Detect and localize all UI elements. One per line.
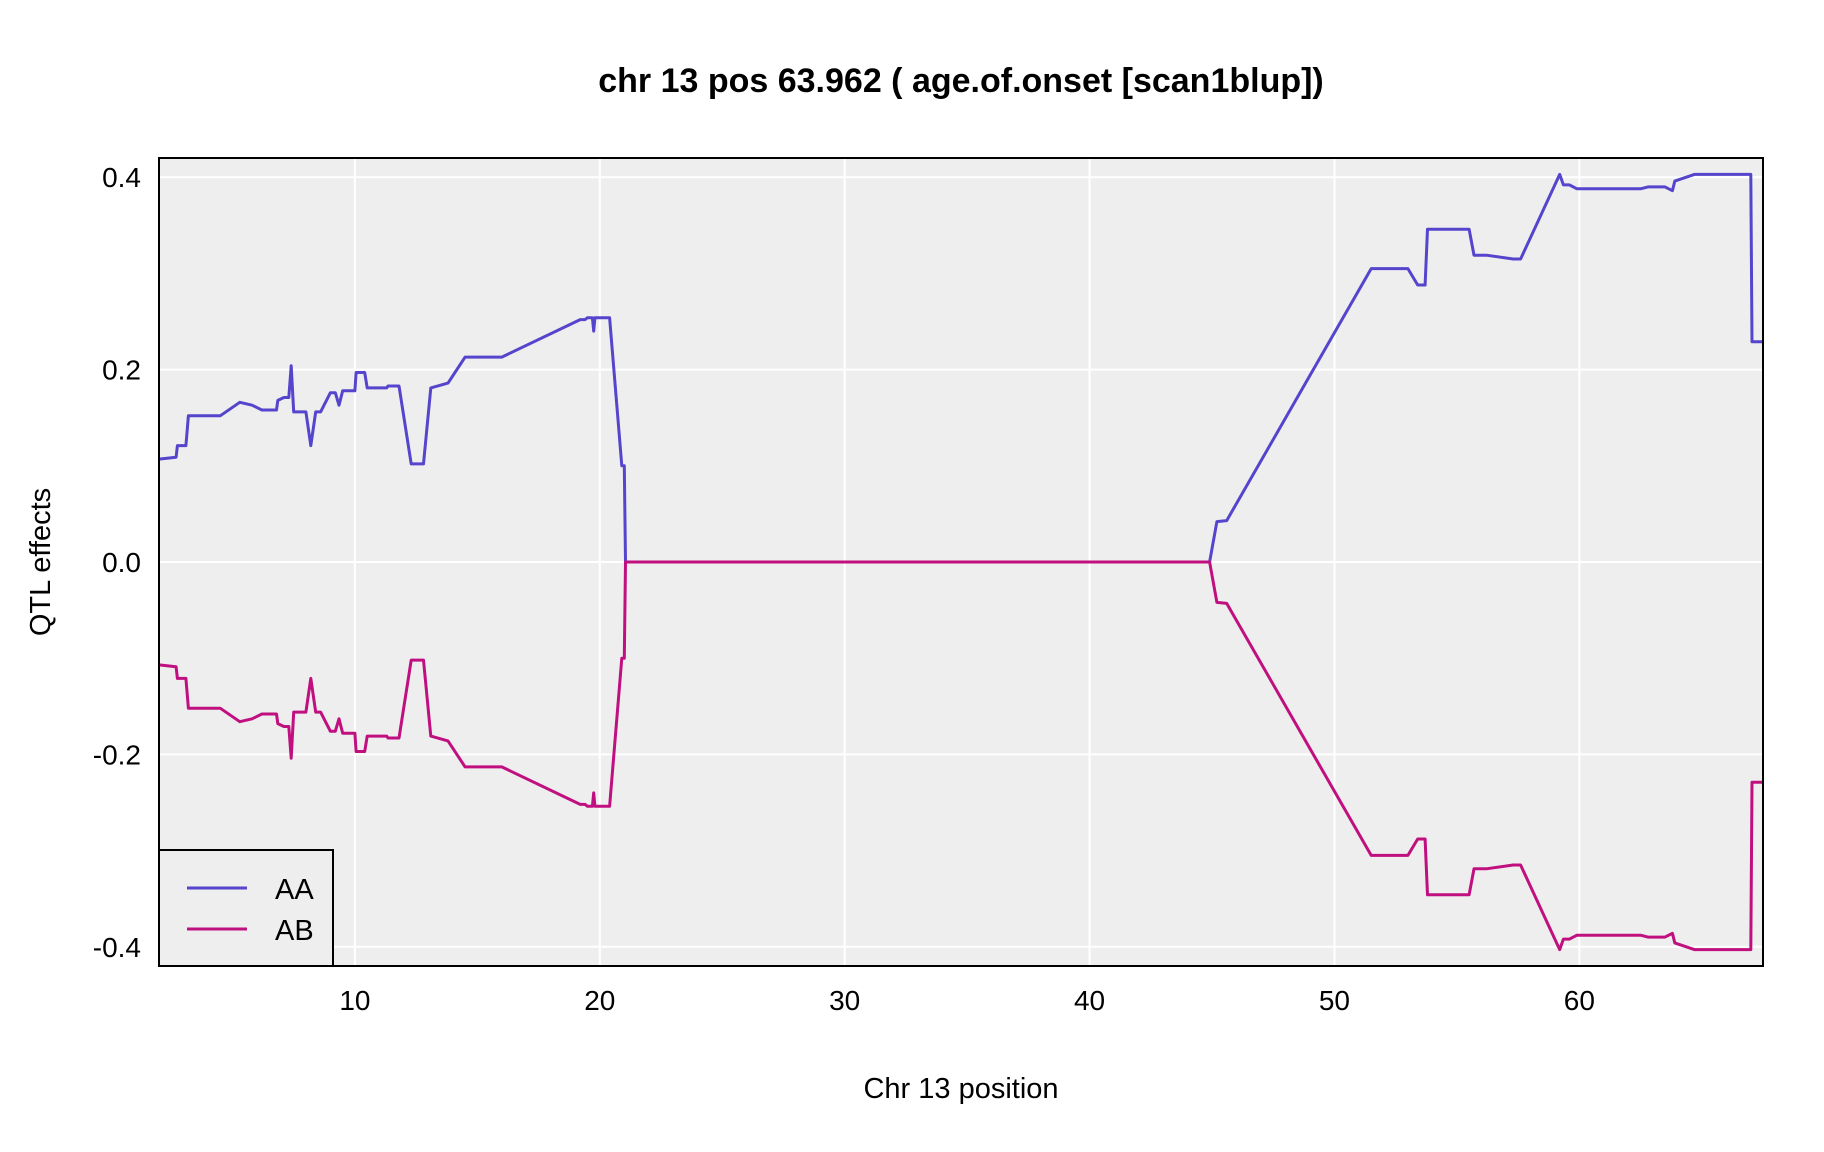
x-tick-label: 30 [829, 985, 860, 1016]
y-tick-label: -0.4 [93, 932, 141, 963]
legend-label-aa: AA [275, 874, 314, 906]
x-tick-label: 20 [584, 985, 615, 1016]
y-tick-label: 0.2 [102, 355, 141, 386]
x-tick-label: 40 [1074, 985, 1105, 1016]
y-tick-labels: -0.4 -0.2 0.0 0.2 0.4 [93, 162, 141, 963]
x-axis-label: Chr 13 position [863, 1073, 1058, 1105]
x-tick-label: 10 [339, 985, 370, 1016]
legend-box [158, 849, 334, 967]
y-tick-label: 0.0 [102, 547, 141, 578]
y-gridlines [159, 176, 1763, 948]
y-tick-label: -0.2 [93, 739, 141, 770]
x-tick-label: 60 [1564, 985, 1595, 1016]
legend: AA AB [158, 849, 334, 967]
y-tick-label: 0.4 [102, 162, 141, 193]
series-line-ab [158, 560, 1763, 952]
y-axis-label: QTL effects [25, 488, 57, 636]
x-tick-label: 50 [1319, 985, 1350, 1016]
series-line-aa [158, 172, 1763, 564]
x-tick-labels: 10 20 30 40 50 60 [339, 985, 1595, 1016]
series-lines [158, 172, 1763, 952]
chart-title: chr 13 pos 63.962 ( age.of.onset [scan1b… [598, 62, 1324, 100]
plot-border [158, 157, 1764, 967]
legend-label-ab: AB [275, 915, 314, 947]
